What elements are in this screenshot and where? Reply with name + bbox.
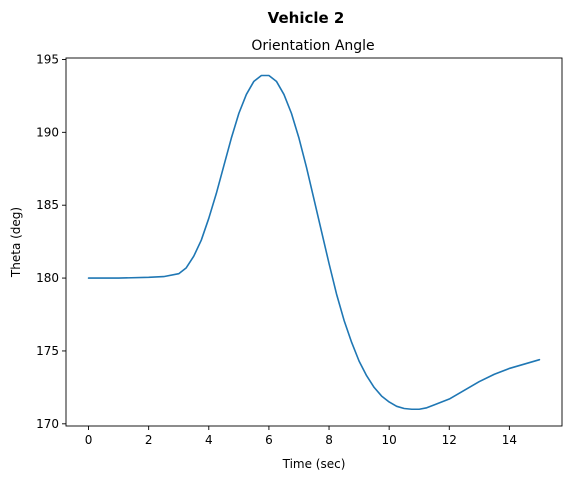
chart-suptitle: Vehicle 2 — [268, 9, 345, 27]
y-tick-label: 175 — [36, 344, 59, 358]
x-tick-label: 14 — [502, 433, 517, 447]
y-tick-label: 180 — [36, 271, 59, 285]
y-tick-label: 195 — [36, 52, 59, 66]
y-tick-label: 170 — [36, 417, 59, 431]
y-axis-label: Theta (deg) — [9, 207, 23, 278]
plot-frame — [65, 57, 563, 427]
chart-title: Orientation Angle — [251, 38, 374, 54]
x-tick-label: 10 — [382, 433, 397, 447]
x-axis-label: Time (sec) — [282, 457, 346, 471]
x-tick-label: 6 — [265, 433, 273, 447]
x-tick-label: 12 — [442, 433, 457, 447]
x-tick-label: 8 — [325, 433, 333, 447]
ticks-layer: 0 2 4 6 8 10 12 14 170 175 180 185 190 195 — [36, 52, 517, 447]
y-tick-label: 185 — [36, 198, 59, 212]
x-tick-label: 2 — [145, 433, 153, 447]
x-tick-label: 4 — [205, 433, 213, 447]
series-line — [87, 74, 541, 411]
y-tick-label: 190 — [36, 125, 59, 139]
x-tick-label: 0 — [85, 433, 93, 447]
